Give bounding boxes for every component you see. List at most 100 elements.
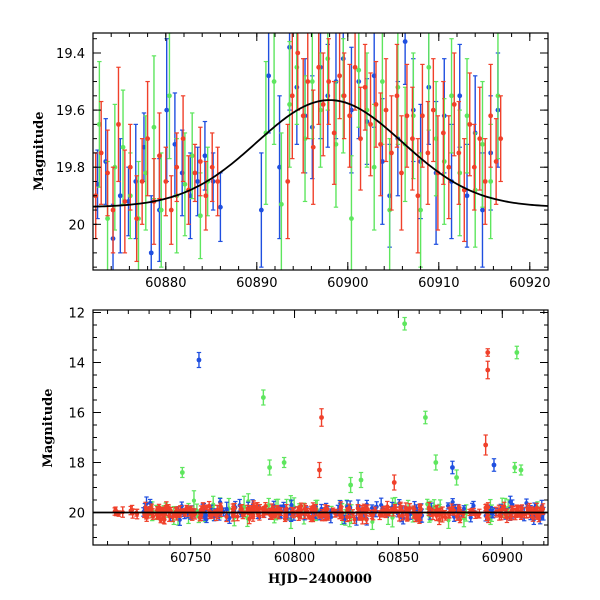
point-marker	[495, 93, 501, 99]
data-point	[378, 92, 383, 197]
data-point	[450, 498, 455, 507]
point-marker	[285, 179, 291, 184]
point-marker	[209, 164, 215, 170]
point-marker	[368, 121, 373, 127]
data-point	[451, 52, 457, 157]
point-marker	[471, 503, 476, 508]
data-point	[417, 503, 423, 511]
point-marker	[273, 512, 278, 517]
point-marker	[358, 136, 363, 142]
data-point	[514, 504, 519, 515]
point-marker	[394, 93, 400, 99]
x-tick-label: 60750	[170, 551, 211, 566]
y-tick-label: 20	[68, 218, 85, 233]
point-marker	[322, 513, 328, 518]
point-marker	[539, 508, 545, 513]
point-marker	[197, 515, 202, 520]
data-point	[179, 129, 185, 217]
point-marker	[195, 179, 201, 184]
data-point	[215, 146, 221, 217]
point-marker	[457, 170, 463, 176]
point-marker	[349, 216, 354, 222]
data-point	[461, 510, 466, 518]
data-point	[346, 503, 352, 513]
point-marker	[224, 514, 229, 519]
data-point	[485, 360, 491, 380]
data-point	[337, 33, 343, 120]
data-point	[120, 89, 126, 205]
point-marker	[105, 170, 110, 176]
point-marker	[295, 50, 301, 56]
point-marker	[389, 150, 394, 156]
point-marker	[482, 179, 488, 184]
point-marker	[179, 170, 185, 176]
data-point	[519, 504, 525, 512]
point-marker	[464, 113, 470, 119]
top-axis-frame	[92, 32, 549, 271]
point-marker	[480, 207, 485, 213]
data-point	[485, 348, 491, 357]
point-marker	[323, 506, 328, 511]
point-marker	[403, 505, 408, 510]
data-point	[404, 63, 410, 168]
point-marker	[142, 512, 147, 517]
data-point	[418, 152, 423, 268]
point-marker	[512, 465, 518, 470]
data-point	[168, 175, 174, 245]
point-marker	[163, 179, 169, 184]
point-marker	[247, 507, 252, 512]
data-point	[180, 95, 186, 183]
bottom-axis-ticks: 60750 60800 60850 60900 12 14 16 18 20	[68, 307, 548, 566]
point-marker	[116, 121, 121, 127]
data-point	[341, 52, 347, 140]
point-marker	[379, 79, 385, 84]
data-point	[263, 502, 268, 511]
point-marker	[316, 64, 322, 70]
point-marker	[151, 124, 157, 130]
point-marker	[157, 153, 162, 159]
data-point	[145, 80, 151, 197]
point-marker	[488, 113, 494, 119]
data-point	[309, 33, 315, 140]
point-marker	[167, 93, 172, 99]
point-marker	[416, 516, 421, 521]
data-point	[281, 456, 287, 469]
x-tick-label: 60900	[482, 551, 523, 566]
data-point	[362, 43, 368, 131]
point-marker	[440, 514, 445, 519]
x-tick-label: 60890	[236, 276, 277, 291]
point-marker	[499, 514, 504, 519]
data-point	[163, 146, 169, 217]
data-point	[122, 149, 128, 254]
data-point	[403, 502, 409, 514]
point-marker	[402, 321, 408, 327]
point-marker	[320, 101, 326, 107]
data-point	[352, 515, 357, 524]
point-marker	[430, 107, 436, 113]
point-marker	[518, 467, 524, 473]
data-point	[410, 86, 415, 191]
point-marker	[456, 505, 462, 510]
data-point	[471, 123, 477, 211]
point-marker	[493, 159, 499, 164]
point-marker	[397, 513, 402, 518]
data-point	[189, 112, 195, 200]
data-point	[195, 146, 201, 217]
data-point	[247, 513, 252, 525]
data-point	[488, 63, 494, 168]
point-marker	[158, 512, 163, 517]
point-marker	[534, 513, 539, 518]
data-point	[157, 112, 162, 200]
point-marker	[356, 67, 362, 73]
point-marker	[407, 506, 412, 511]
point-marker	[358, 477, 364, 483]
point-marker	[449, 93, 454, 99]
point-marker	[371, 164, 377, 170]
data-point	[426, 33, 432, 131]
point-marker	[134, 216, 140, 222]
data-point	[110, 166, 116, 254]
data-point	[305, 33, 311, 140]
point-marker	[247, 516, 252, 522]
point-marker	[514, 350, 520, 355]
data-point	[310, 502, 316, 512]
